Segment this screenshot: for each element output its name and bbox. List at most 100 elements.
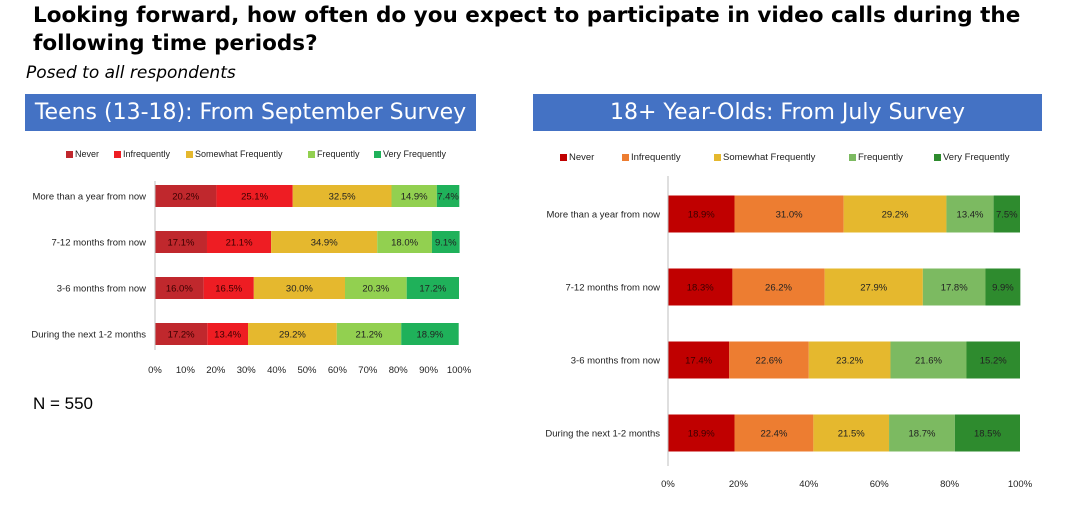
data-label: 17.4% <box>685 356 712 367</box>
category-label: During the next 1-2 months <box>545 429 660 440</box>
legend-label-frequently: Frequently <box>317 149 360 159</box>
legend-swatch-somewhat-frequently <box>714 154 721 161</box>
data-label: 18.3% <box>687 283 714 294</box>
bar-segment-infrequently <box>732 268 825 306</box>
data-label: 21.6% <box>915 356 942 367</box>
data-label: 7.5% <box>996 210 1018 221</box>
bar-segment-very-frequently <box>985 268 1021 306</box>
data-label: 26.2% <box>765 283 792 294</box>
data-label: 15.2% <box>980 356 1007 367</box>
page-subtitle: Posed to all respondents <box>26 63 236 83</box>
bar-segment-never <box>155 323 208 345</box>
x-tick-label: 10% <box>176 365 196 376</box>
data-label: 18.0% <box>391 238 418 249</box>
legend-swatch-infrequently <box>622 154 629 161</box>
data-label: 18.5% <box>974 429 1001 440</box>
legend-label-very-frequently: Very Frequently <box>943 152 1010 163</box>
bar-segment-somewhat-frequently <box>813 414 890 452</box>
data-label: 21.2% <box>356 330 383 341</box>
x-tick-label: 20% <box>729 479 749 490</box>
bar-segment-very-frequently <box>406 277 459 299</box>
page-title: Looking forward, how often do you expect… <box>33 3 1021 56</box>
x-tick-label: 50% <box>297 365 317 376</box>
legend-label-infrequently: Infrequently <box>123 149 171 159</box>
bar-segment-infrequently <box>734 195 844 233</box>
x-tick-label: 30% <box>237 365 257 376</box>
data-label: 30.0% <box>286 284 313 295</box>
data-label: 17.2% <box>419 284 446 295</box>
x-tick-label: 40% <box>799 479 819 490</box>
legend-label-very-frequently: Very Frequently <box>383 149 447 159</box>
bar-segment-very-frequently <box>966 341 1020 379</box>
data-label: 21.5% <box>838 429 865 440</box>
bar-segment-infrequently <box>734 414 814 452</box>
x-tick-label: 0% <box>148 365 162 376</box>
bar-segment-infrequently <box>203 277 254 299</box>
bar-segment-somewhat-frequently <box>292 185 392 207</box>
category-label: 3-6 months from now <box>57 284 146 295</box>
bar-segment-somewhat-frequently <box>824 268 923 306</box>
bar-segment-never <box>668 341 730 379</box>
legend-swatch-somewhat-frequently <box>186 151 193 158</box>
bar-segment-somewhat-frequently <box>808 341 891 379</box>
bar-segment-somewhat-frequently <box>271 231 378 253</box>
data-label: 17.1% <box>168 238 195 249</box>
category-label: During the next 1-2 months <box>31 330 146 341</box>
x-tick-label: 0% <box>661 479 675 490</box>
bar-segment-infrequently <box>207 323 249 345</box>
legend-swatch-very-frequently <box>374 151 381 158</box>
category-label: More than a year from now <box>546 210 660 221</box>
bar-segment-infrequently <box>216 185 293 207</box>
bar-segment-never <box>155 277 204 299</box>
legend-swatch-frequently <box>849 154 856 161</box>
legend-swatch-frequently <box>308 151 315 158</box>
bar-segment-somewhat-frequently <box>248 323 337 345</box>
bar-segment-never <box>668 268 733 306</box>
bar-segment-never <box>668 195 735 233</box>
x-tick-label: 60% <box>870 479 890 490</box>
bar-segment-very-frequently <box>401 323 459 345</box>
data-label: 9.1% <box>435 238 457 249</box>
data-label: 18.7% <box>908 429 935 440</box>
legend-label-infrequently: Infrequently <box>631 152 681 163</box>
data-label: 22.4% <box>760 429 787 440</box>
data-label: 14.9% <box>401 192 428 203</box>
category-label: More than a year from now <box>32 192 146 203</box>
bar-segment-frequently <box>345 277 407 299</box>
bar-segment-frequently <box>946 195 994 233</box>
data-label: 27.9% <box>860 283 887 294</box>
bar-segment-frequently <box>391 185 437 207</box>
data-label: 29.2% <box>279 330 306 341</box>
data-label: 18.9% <box>688 429 715 440</box>
data-label: 34.9% <box>311 238 338 249</box>
data-label: 17.2% <box>168 330 195 341</box>
bar-segment-frequently <box>890 341 967 379</box>
data-label: 25.1% <box>241 192 268 203</box>
x-tick-label: 100% <box>447 365 472 376</box>
data-label: 18.9% <box>416 330 443 341</box>
bar-segment-infrequently <box>729 341 809 379</box>
data-label: 16.0% <box>166 284 193 295</box>
category-label: 3-6 months from now <box>571 356 660 367</box>
legend-label-somewhat-frequently: Somewhat Frequently <box>195 149 283 159</box>
bar-segment-very-frequently <box>431 231 460 253</box>
x-tick-label: 80% <box>940 479 960 490</box>
data-label: 20.3% <box>362 284 389 295</box>
data-label: 20.2% <box>172 192 199 203</box>
bar-segment-never <box>155 231 207 253</box>
bar-segment-infrequently <box>206 231 272 253</box>
bar-segment-very-frequently <box>993 195 1020 233</box>
x-tick-label: 40% <box>267 365 287 376</box>
x-tick-label: 60% <box>328 365 348 376</box>
x-tick-label: 90% <box>419 365 439 376</box>
sample-size-label: N = 550 <box>33 394 94 413</box>
x-tick-label: 80% <box>389 365 409 376</box>
category-label: 7-12 months from now <box>51 238 146 249</box>
data-label: 7.4% <box>437 192 459 203</box>
data-label: 23.2% <box>836 356 863 367</box>
bar-segment-very-frequently <box>954 414 1020 452</box>
data-label: 22.6% <box>756 356 783 367</box>
data-label: 21.1% <box>226 238 253 249</box>
